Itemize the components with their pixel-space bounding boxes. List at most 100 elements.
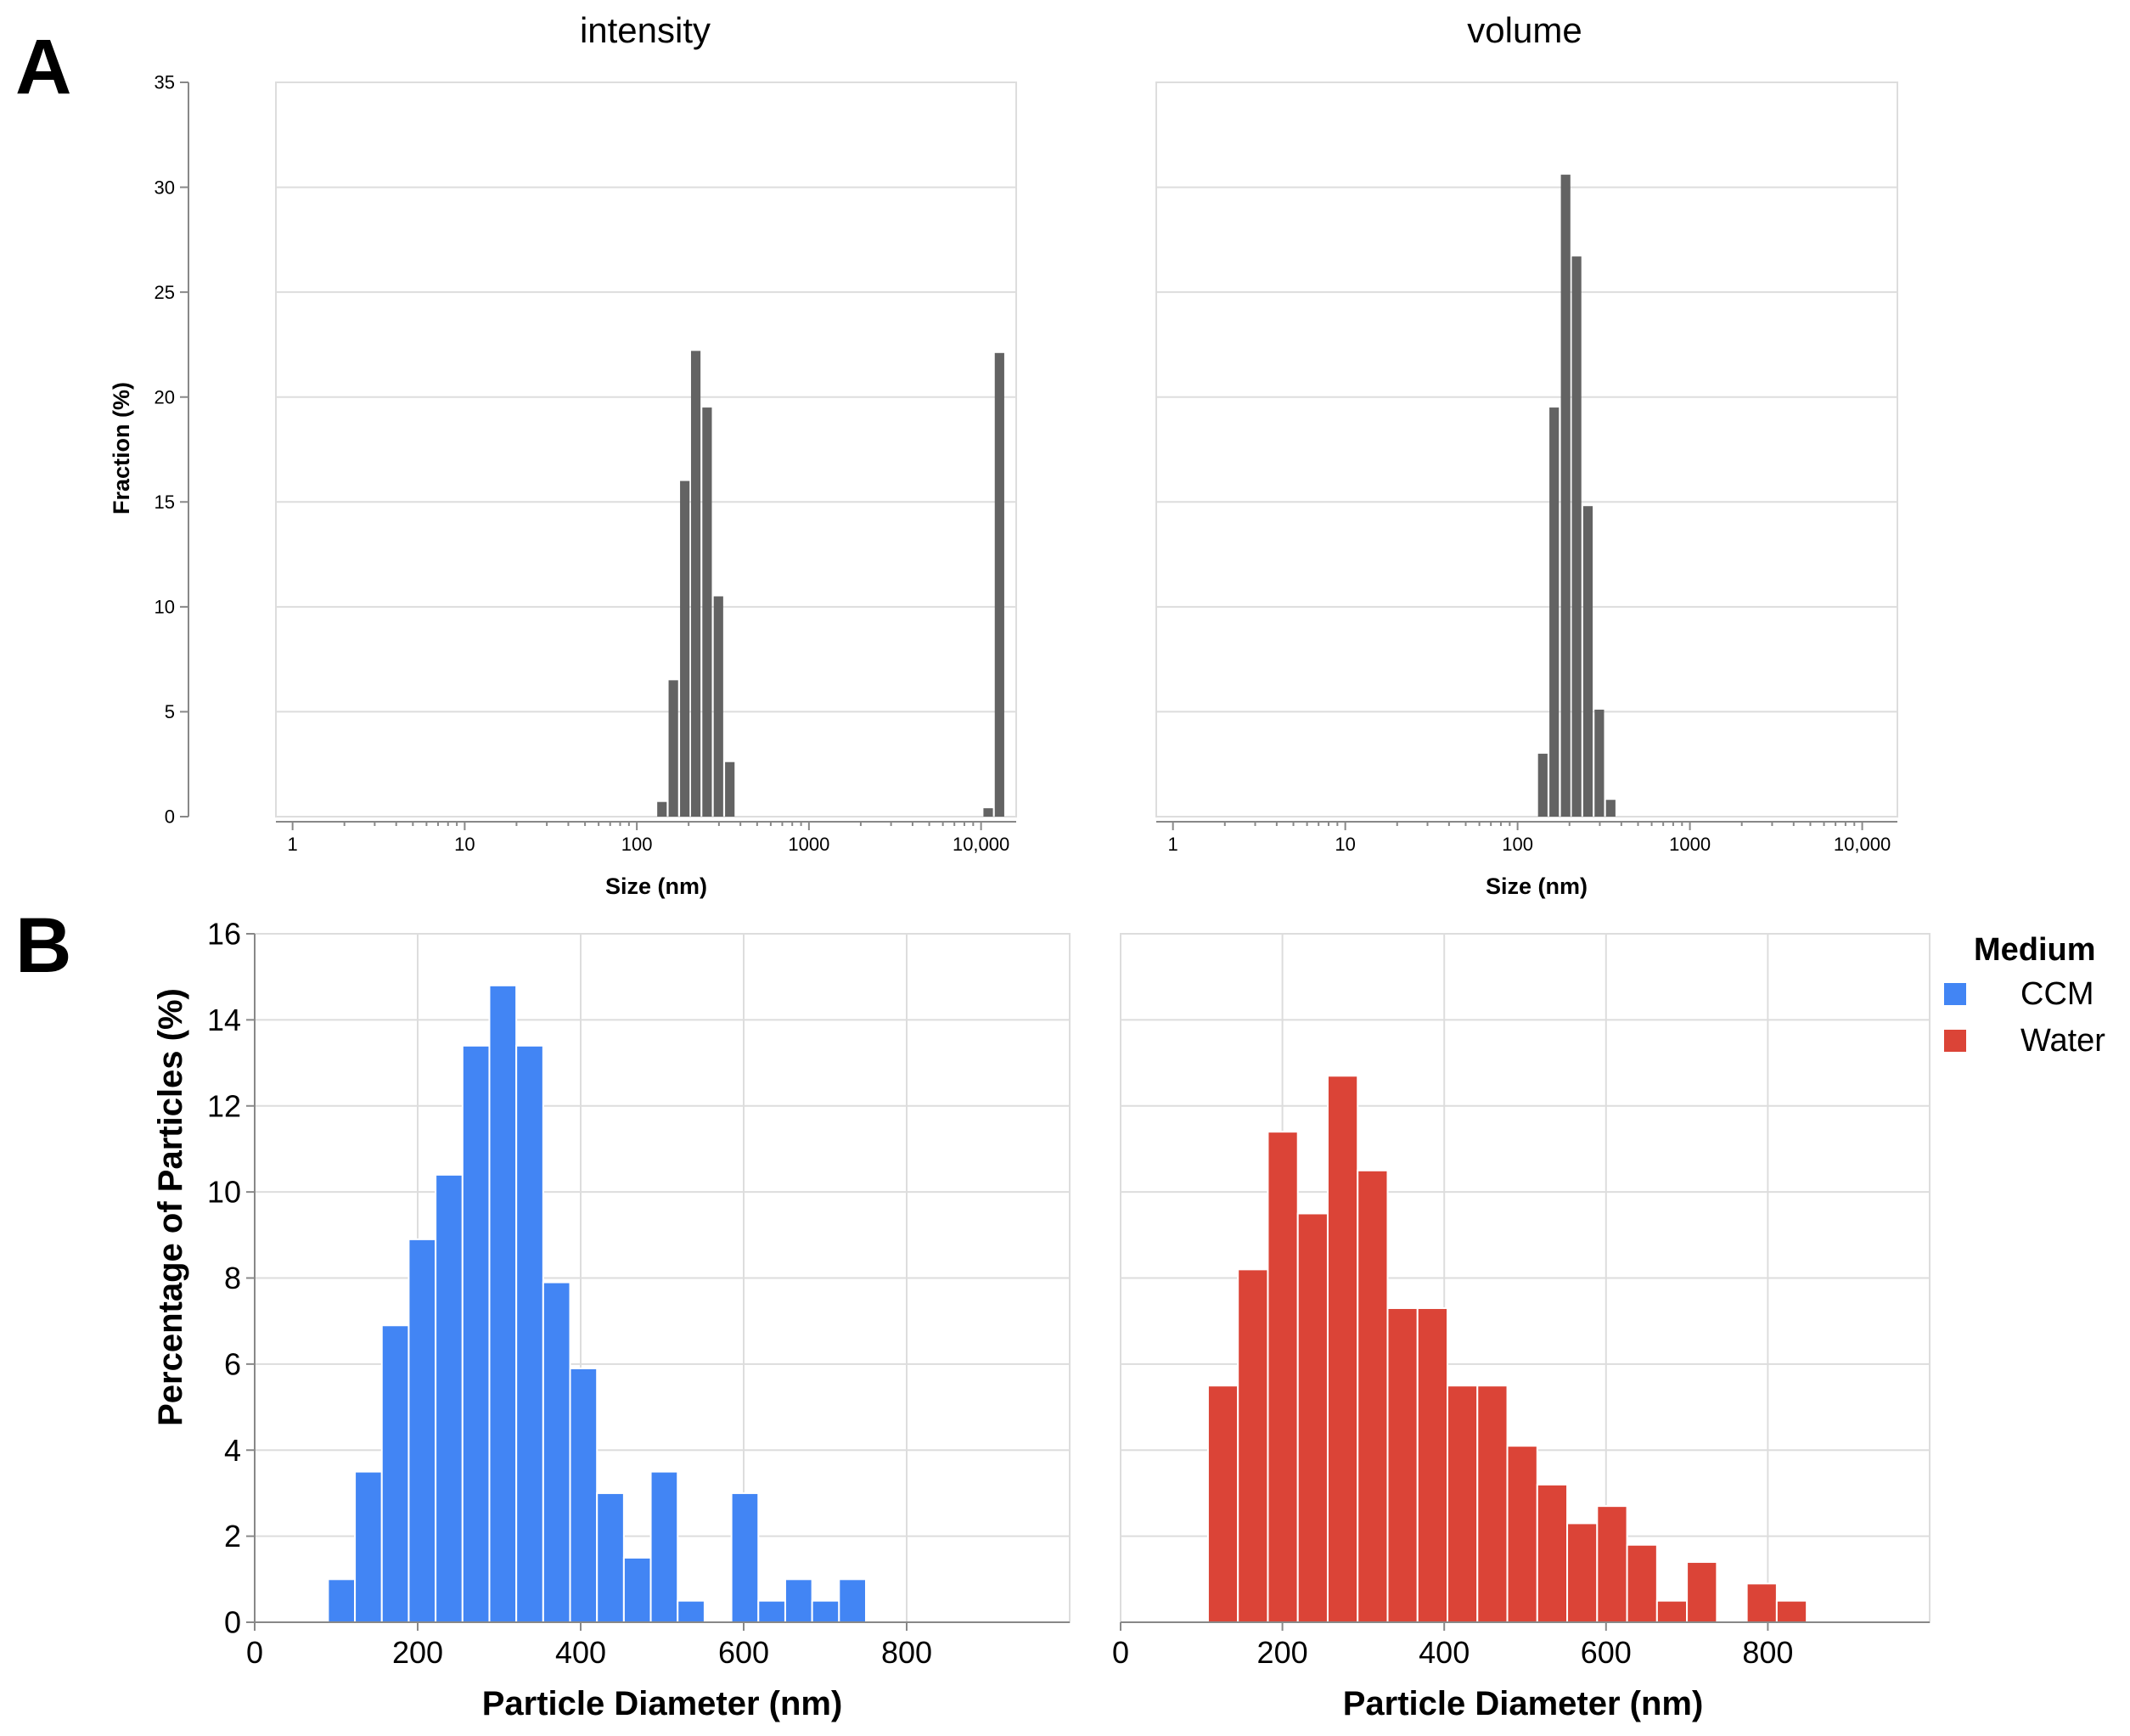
x-tick-label: 0 [246,1635,263,1670]
bar [757,1599,786,1623]
y-tick-label: 14 [207,1003,241,1037]
y-tick-label: 0 [224,1605,241,1640]
y-tick-label: 35 [155,72,175,93]
y-tick-label: 20 [155,386,175,407]
x-axis-label-water: Particle Diameter (nm) [1343,1685,1704,1722]
x-tick-label: 10,000 [953,834,1009,855]
bar [1206,1385,1239,1623]
bar [725,761,735,817]
bar [1537,753,1548,817]
bar [435,1173,464,1623]
bar [983,808,993,817]
bar [1549,407,1560,817]
bar [1655,1599,1689,1623]
bar [1326,1075,1359,1624]
y-tick-label: 30 [155,177,175,198]
x-tick-label: 1 [1168,834,1178,855]
bar [1267,1131,1299,1623]
bar [713,596,723,817]
plot-frame [1155,81,1898,817]
bar [702,407,712,817]
y-tick-label: 15 [155,492,175,513]
x-tick-label: 1000 [1669,834,1711,855]
bar [690,351,701,817]
bar [1506,1445,1538,1624]
x-tick-label: 0 [1112,1635,1129,1670]
x-tick-label: 10 [1335,834,1355,855]
bar [680,480,690,817]
bar [1476,1385,1509,1623]
bar [380,1324,410,1623]
bar [1596,1505,1628,1624]
bar [1626,1543,1658,1623]
bar [622,1556,652,1623]
bar [657,801,667,817]
x-tick-label: 10 [454,834,475,855]
x-tick-label: 600 [718,1635,769,1670]
y-tick-label: 10 [155,597,175,618]
x-axis: 1 10 100 1000 10,000 [1156,821,1897,855]
y-axis-label-intensity: Fraction (%) [109,382,134,514]
bar [668,680,678,817]
bars [1206,1075,1808,1624]
y-tick-label: 6 [224,1346,241,1381]
bar [1775,1599,1808,1623]
bar [677,1599,705,1623]
bar [1357,1169,1389,1623]
y-tick-label: 5 [165,701,175,722]
x-tick-label: 100 [1502,834,1533,855]
bar [1536,1483,1569,1624]
x-tick-label: 1 [288,834,298,855]
legend-label-water: Water [2020,1023,2105,1059]
bar [811,1599,840,1623]
y-tick-label: 2 [224,1519,241,1553]
x-tick-label: 200 [392,1635,443,1670]
chart-ccm: Particle Diameter (nm) Percentage of Par… [152,917,1071,1722]
x-tick-label: 10,000 [1834,834,1891,855]
plot-frame [275,81,1017,817]
chart-title-intensity: intensity [580,10,711,50]
bar [1237,1268,1269,1624]
bar [994,352,1004,817]
bar [1560,174,1571,817]
y-axis: 0 5 10 15 20 25 30 35 [155,72,189,828]
gridlines [1156,81,1897,817]
bars [657,351,1004,817]
bar [1605,800,1616,817]
bars [327,984,868,1623]
bar [569,1367,599,1623]
legend-title: Medium [1974,932,2096,968]
bar [1386,1306,1419,1623]
legend-label-ccm: CCM [2020,976,2094,1012]
x-axis-label-volume: Size (nm) [1486,874,1588,899]
x-tick-label: 400 [555,1635,606,1670]
x-tick-label: 800 [881,1635,932,1670]
y-tick-label: 10 [207,1175,241,1210]
gridlines [276,81,1016,817]
x-axis: 0 200 400 600 800 [246,1621,1070,1670]
legend: Medium CCM Water [1944,932,2105,1059]
bar [838,1578,868,1623]
legend-swatch-water [1944,1030,1966,1052]
bar [1745,1582,1778,1623]
bar [407,1238,437,1623]
y-tick-label: 0 [165,806,175,828]
bar [488,984,518,1623]
x-axis-label-intensity: Size (nm) [605,874,707,899]
x-axis: 1 10 100 1000 10,000 [276,821,1016,855]
x-axis-label-ccm: Particle Diameter (nm) [482,1685,843,1722]
bar [1686,1561,1718,1623]
chart-intensity: intensity Size (nm) Fraction (%) 1 10 10 0 1… [109,10,1017,899]
bar [354,1470,383,1623]
bar [784,1578,813,1623]
bar [327,1578,357,1623]
bar [596,1492,625,1623]
chart-water: Particle Diameter (nm) 0 200 400 600 800 [1112,933,1930,1722]
bar [649,1470,679,1623]
y-tick-label: 25 [155,282,175,303]
y-tick-label: 16 [207,917,241,952]
x-tick-label: 200 [1257,1635,1308,1670]
y-tick-label: 4 [224,1433,241,1468]
bars [1537,174,1616,817]
bar [1582,506,1593,817]
